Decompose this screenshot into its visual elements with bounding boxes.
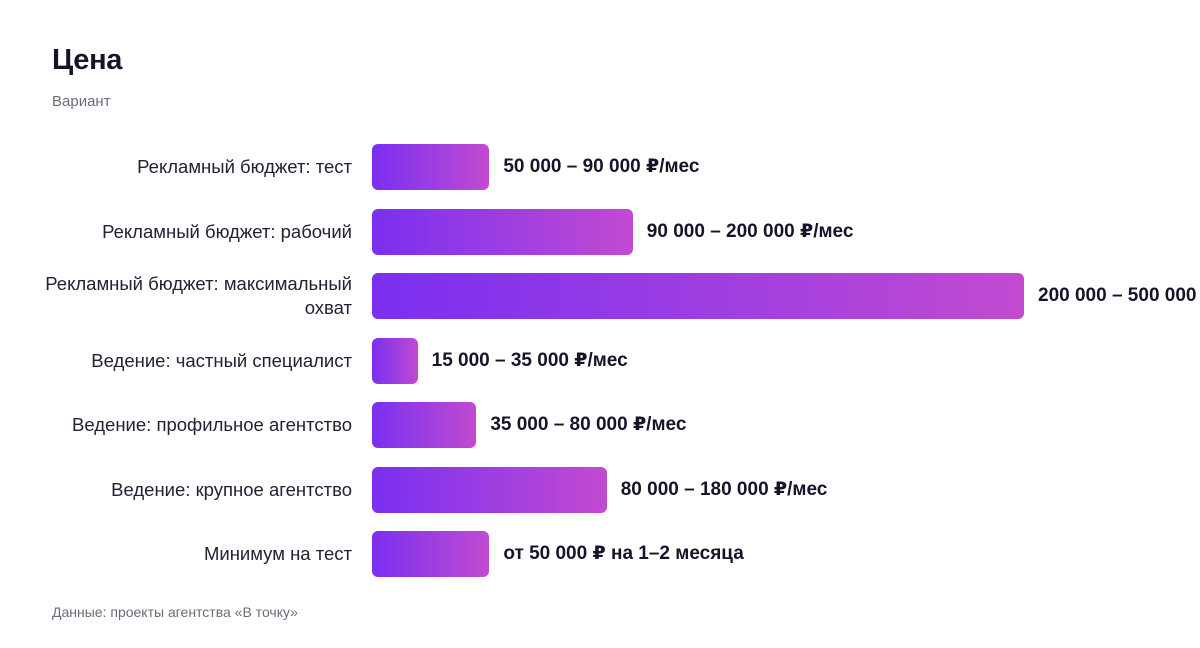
bar [372, 337, 418, 384]
category-label: Ведение: крупное агентство [111, 478, 352, 500]
bar-value-label: 200 000 – 500 000 ₽/мес [1038, 285, 1200, 306]
chart-subtitle: Вариант [52, 93, 111, 110]
category-label: Ведение: частный специалист [91, 349, 352, 371]
data-source-note: Данные: проекты агентства «В точку» [52, 604, 298, 620]
bar-value-label: 15 000 – 35 000 ₽/мес [431, 349, 628, 371]
category-label: Минимум на тест [203, 543, 352, 564]
bar [372, 402, 477, 448]
bar [372, 531, 490, 577]
bar [372, 144, 490, 190]
bar-value-label: 90 000 – 200 000 ₽/мес [646, 220, 854, 242]
bar [372, 466, 607, 513]
category-label: Рекламный бюджет: тест [137, 156, 352, 177]
bar-value-label: 80 000 – 180 000 ₽/мес [620, 478, 828, 500]
bar-value-label: от 50 000 ₽ на 1–2 месяца [503, 543, 744, 564]
category-label: Рекламный бюджет: максимальный охват [45, 273, 352, 318]
bar-value-label: 35 000 – 80 000 ₽/мес [490, 414, 687, 435]
bar [372, 208, 633, 255]
category-label: Рекламный бюджет: рабочий [102, 220, 352, 242]
category-label: Ведение: профильное агентство [72, 414, 352, 435]
bar-value-label: 50 000 – 90 000 ₽/мес [503, 156, 700, 177]
bar [372, 273, 1024, 319]
chart-title: Цена [52, 44, 123, 76]
